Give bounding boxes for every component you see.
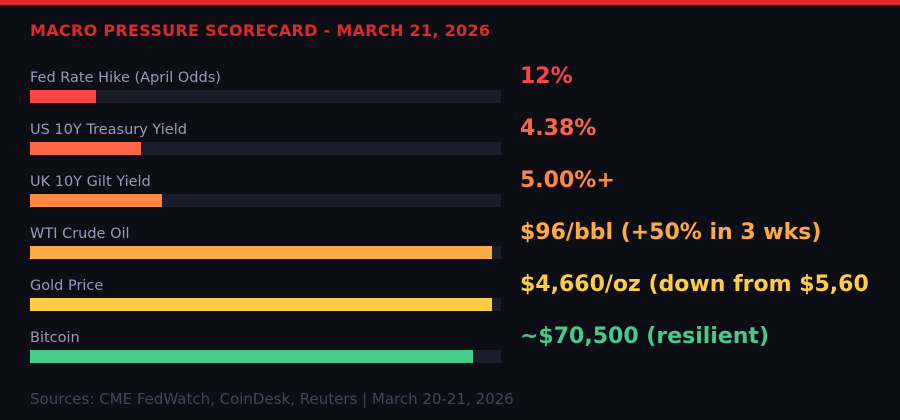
progress-track <box>30 298 501 311</box>
scorecard-row-wti-oil: WTI Crude Oil $96/bbl (+50% in 3 wks) <box>0 220 900 278</box>
scorecard-row-uk-gilt: UK 10Y Gilt Yield 5.00%+ <box>0 168 900 226</box>
row-value: ~$70,500 (resilient) <box>520 324 769 349</box>
row-value: 12% <box>520 64 573 89</box>
row-label: UK 10Y Gilt Yield <box>30 174 151 190</box>
row-label: Bitcoin <box>30 330 80 346</box>
progress-track <box>30 350 501 363</box>
progress-fill <box>30 350 473 363</box>
progress-fill <box>30 298 492 311</box>
progress-fill <box>30 194 162 207</box>
row-label: WTI Crude Oil <box>30 226 130 242</box>
sources-footer: Sources: CME FedWatch, CoinDesk, Reuters… <box>30 390 514 408</box>
page-title: MACRO PRESSURE SCORECARD - MARCH 21, 202… <box>30 21 491 40</box>
scorecard-row-us-10y: US 10Y Treasury Yield 4.38% <box>0 116 900 174</box>
scorecard-row-bitcoin: Bitcoin ~$70,500 (resilient) <box>0 324 900 382</box>
row-value: $96/bbl (+50% in 3 wks) <box>520 220 822 245</box>
progress-track <box>30 246 501 259</box>
progress-track <box>30 194 501 207</box>
progress-fill <box>30 246 492 259</box>
row-label: Fed Rate Hike (April Odds) <box>30 70 221 86</box>
scorecard-row-gold: Gold Price $4,660/oz (down from $5,60 <box>0 272 900 330</box>
progress-fill <box>30 142 141 155</box>
top-accent-bar <box>0 0 900 5</box>
row-value: $4,660/oz (down from $5,60 <box>520 272 869 297</box>
progress-fill <box>30 90 96 103</box>
row-value: 4.38% <box>520 116 597 141</box>
row-label: US 10Y Treasury Yield <box>30 122 187 138</box>
row-label: Gold Price <box>30 278 104 294</box>
row-value: 5.00%+ <box>520 168 615 193</box>
progress-track <box>30 142 501 155</box>
progress-track <box>30 90 501 103</box>
scorecard-row-fed-rate-hike: Fed Rate Hike (April Odds) 12% <box>0 64 900 122</box>
